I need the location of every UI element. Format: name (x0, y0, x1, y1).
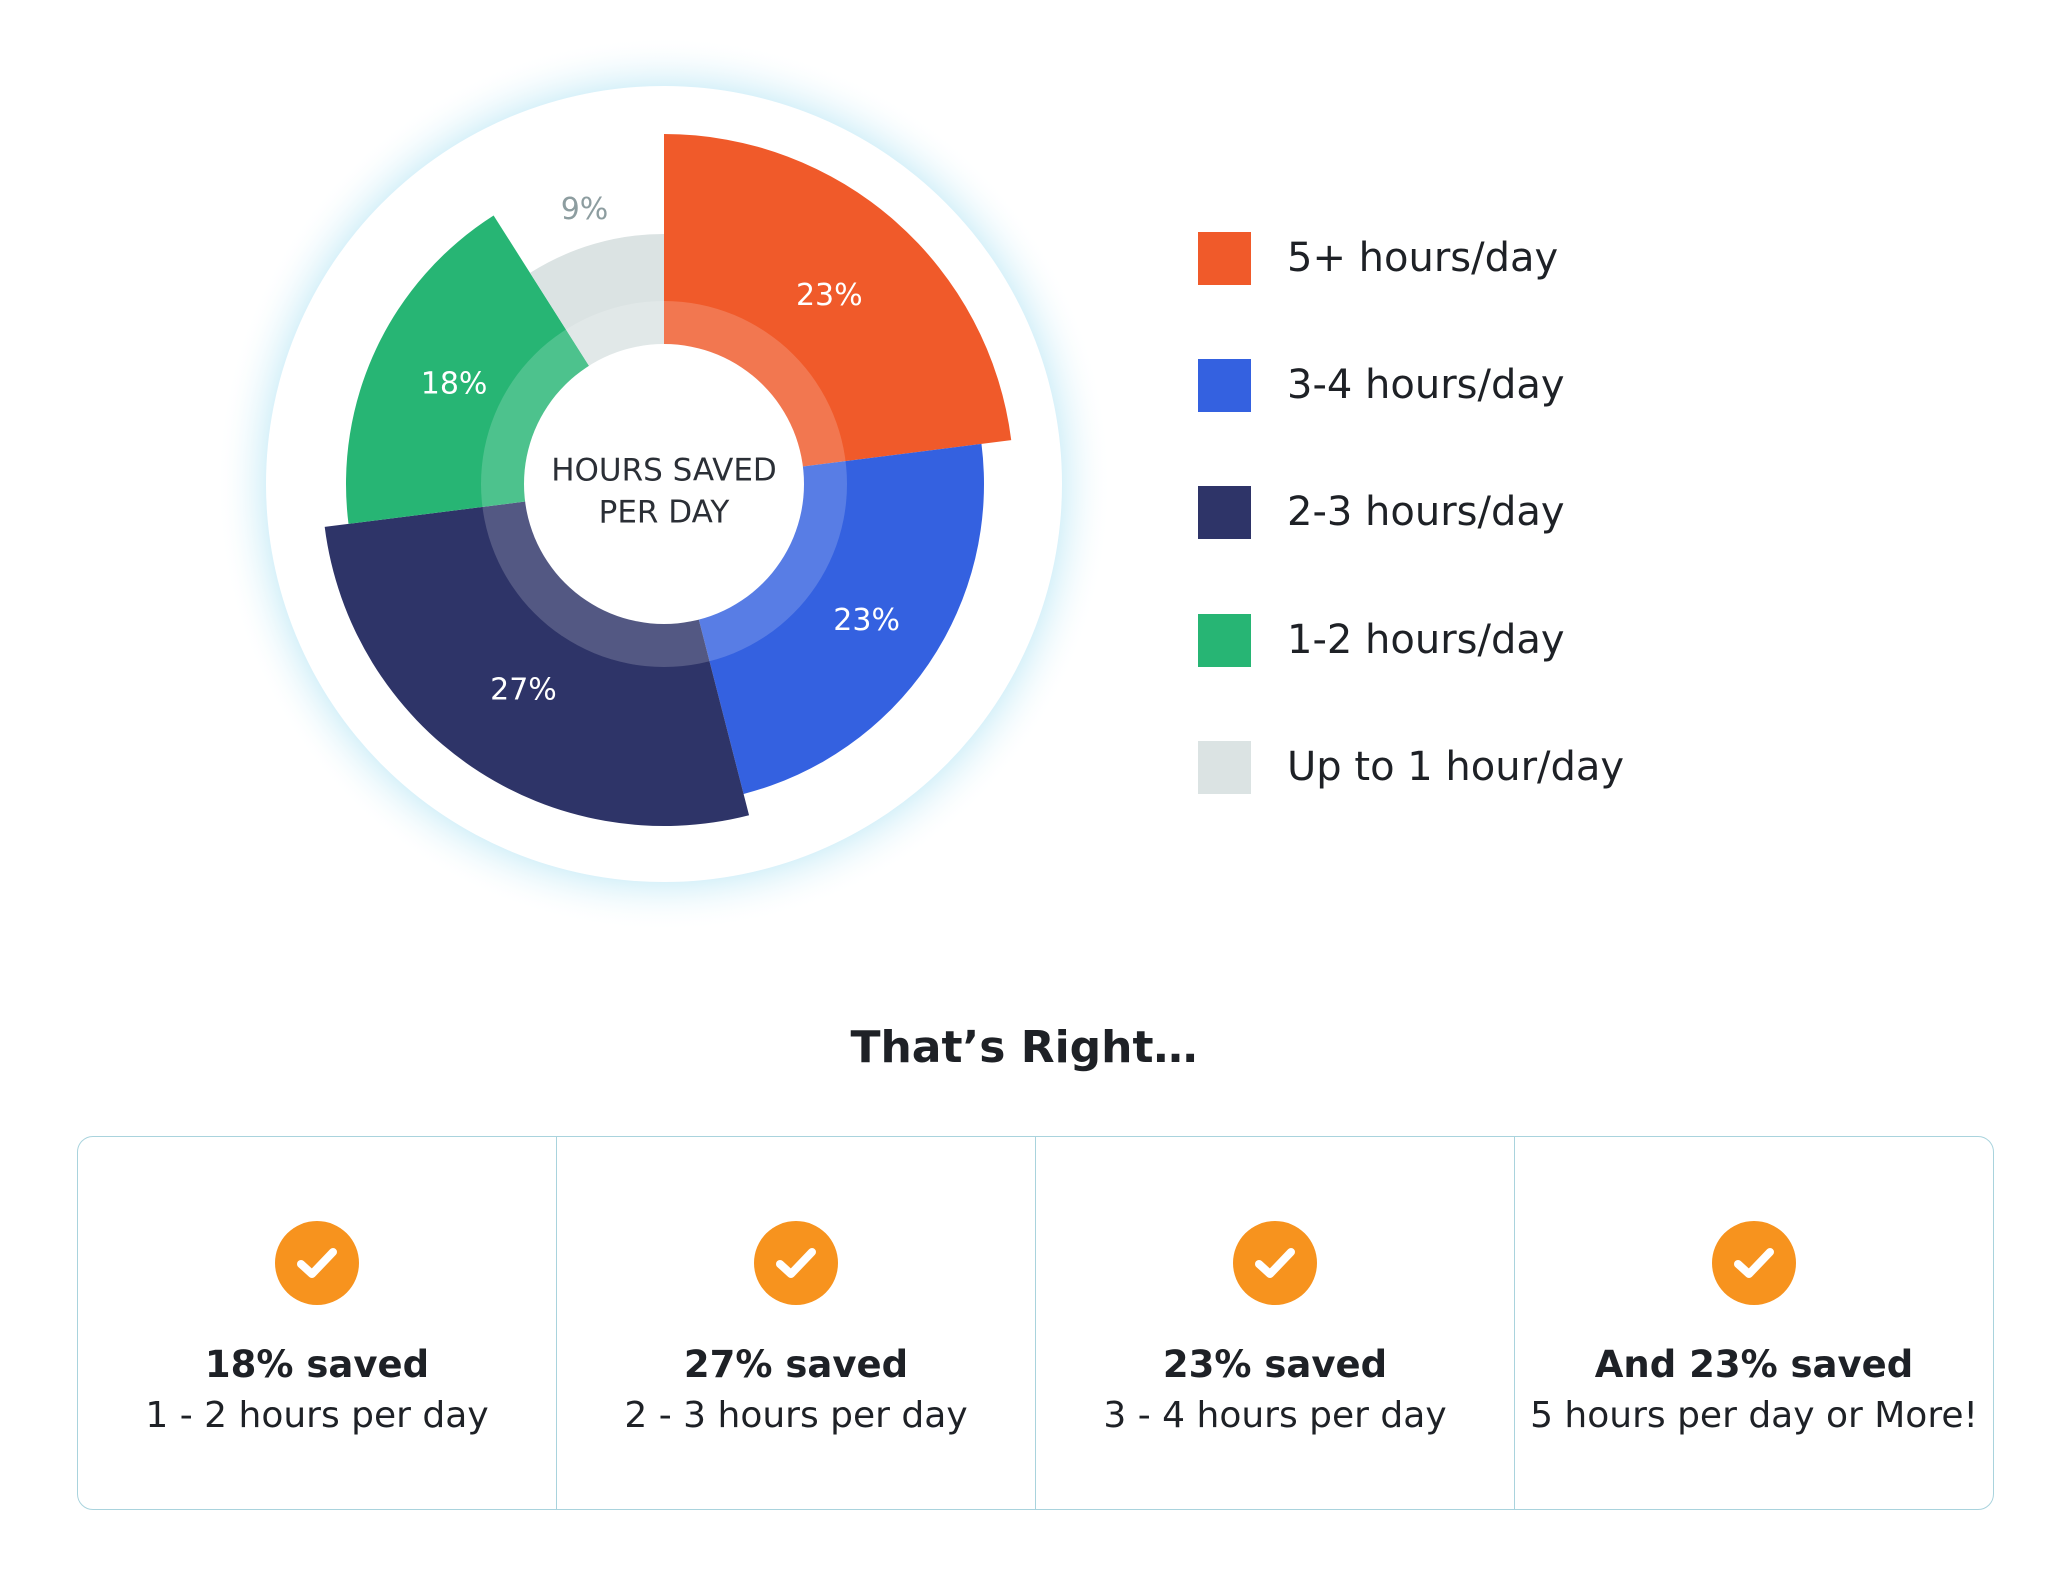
stat-description: 1 - 2 hours per day (145, 1395, 489, 1436)
chart-inner-ring (481, 301, 847, 667)
stat-card: 23% saved 3 - 4 hours per day (1036, 1137, 1515, 1509)
check-circle-icon (754, 1221, 838, 1305)
pie-slice-up-to-1-hour (530, 234, 664, 368)
pie-slice-5-plus-hours (664, 134, 1012, 467)
check-circle-icon (275, 1221, 359, 1305)
check-circle-icon (1233, 1221, 1317, 1305)
legend-swatch (1198, 613, 1251, 667)
stat-card: And 23% saved 5 hours per day or More! (1515, 1137, 1993, 1509)
pie-slice-3-4-hours (698, 443, 984, 794)
legend-swatch (1198, 358, 1251, 412)
chart-slice-labels: 23% 23% 27% 18% 9% (421, 192, 900, 707)
slice-value-label: 18% (421, 367, 488, 402)
chart-center: HOURS SAVED PER DAY (551, 453, 777, 531)
legend-swatch (1198, 231, 1251, 285)
center-label-line-1: HOURS SAVED (551, 453, 777, 489)
stat-card: 27% saved 2 - 3 hours per day (557, 1137, 1036, 1509)
legend-item-5-plus-hours: 5+ hours/day (1198, 230, 1558, 286)
slice-value-label: 23% (796, 278, 863, 313)
stat-card: 18% saved 1 - 2 hours per day (78, 1137, 557, 1509)
stat-title: 27% saved (683, 1343, 909, 1386)
legend-item-up-to-1-hour: Up to 1 hour/day (1198, 739, 1624, 795)
slice-value-label: 23% (833, 603, 900, 638)
legend-label: 1-2 hours/day (1287, 617, 1565, 663)
stat-description: 3 - 4 hours per day (1103, 1395, 1447, 1436)
stat-title: 18% saved (204, 1343, 430, 1386)
pie-slice-2-3-hours (324, 501, 750, 826)
stat-description: 2 - 3 hours per day (624, 1395, 968, 1436)
legend-item-1-2-hours: 1-2 hours/day (1198, 612, 1565, 668)
legend-label: 2-3 hours/day (1287, 489, 1565, 535)
stats-box: 18% saved 1 - 2 hours per day 27% saved … (77, 1136, 1994, 1510)
section-heading: That’s Right… (850, 1022, 1198, 1073)
legend-swatch (1198, 740, 1251, 794)
legend-swatch (1198, 485, 1251, 539)
legend-label: 5+ hours/day (1287, 235, 1559, 281)
slice-value-label: 9% (561, 192, 609, 227)
slice-value-label: 27% (490, 672, 557, 707)
stat-description: 5 hours per day or More! (1530, 1395, 1978, 1436)
stat-title: And 23% saved (1594, 1343, 1914, 1386)
stat-title: 23% saved (1162, 1343, 1388, 1386)
center-hole (524, 344, 804, 624)
check-circle-icon (1712, 1221, 1796, 1305)
legend-label: 3-4 hours/day (1287, 362, 1565, 408)
center-label-line-2: PER DAY (599, 495, 730, 531)
chart-slices (324, 134, 1012, 826)
legend-label: Up to 1 hour/day (1287, 744, 1625, 790)
legend-item-2-3-hours: 2-3 hours/day (1198, 484, 1565, 540)
legend-item-3-4-hours: 3-4 hours/day (1198, 357, 1565, 413)
